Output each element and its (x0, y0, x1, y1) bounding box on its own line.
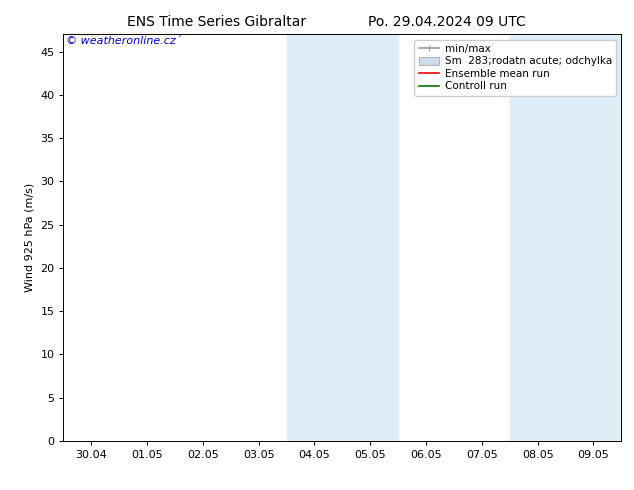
Text: ENS Time Series Gibraltar: ENS Time Series Gibraltar (127, 15, 306, 29)
Text: © weatheronline.cz´: © weatheronline.cz´ (66, 36, 181, 47)
Bar (287, 34, 398, 441)
Text: Po. 29.04.2024 09 UTC: Po. 29.04.2024 09 UTC (368, 15, 526, 29)
Legend: min/max, Sm  283;rodatn acute; odchylka, Ensemble mean run, Controll run: min/max, Sm 283;rodatn acute; odchylka, … (415, 40, 616, 96)
Y-axis label: Wind 925 hPa (m/s): Wind 925 hPa (m/s) (25, 183, 35, 292)
Bar (510, 34, 621, 441)
